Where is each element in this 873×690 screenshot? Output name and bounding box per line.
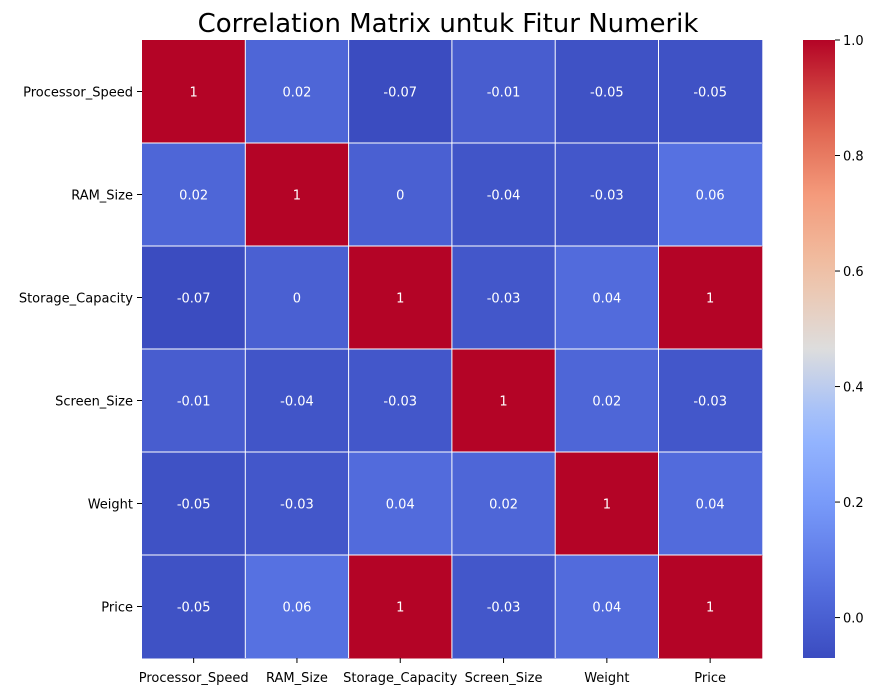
heatmap-cell [348,555,453,659]
cell-value-label: 1 [396,292,404,307]
heatmap-cell [142,40,246,144]
cell-value-label: 0 [293,292,301,307]
row-tick-labels: Processor_Speed RAM_Size Storage_Capacity S… [19,86,142,616]
cell-value-label: 0.02 [489,498,518,513]
heatmap-cell [451,246,556,350]
row-tick-label: Weight [88,498,133,513]
column-tick-label: Price [694,671,726,686]
heatmap-cell [555,555,659,659]
cell-value-label: 0.04 [592,601,621,616]
heatmap-cell [245,555,350,659]
cell-value-label: 0.04 [592,292,621,307]
cell-value-label: 0.02 [282,86,311,101]
cell-value-label: 1 [706,292,714,307]
row-tick-label: RAM_Size [71,189,133,204]
heatmap-cell [245,40,350,144]
heatmap-cell [245,349,350,453]
heatmap-cell [142,349,246,453]
heatmap-cell [142,452,246,556]
colorbar-tick-label: 0.4 [843,381,864,396]
cell-value-label: 1 [293,189,301,204]
heatmap-cell [658,40,763,144]
column-tick-label: Processor_Speed [139,671,249,686]
heatmap-cell [555,349,659,453]
cell-value-label: -0.03 [487,292,521,307]
heatmap-cell [142,143,246,247]
column-tick-label: Screen_Size [465,671,543,686]
heatmap-cell [348,452,453,556]
heatmap-cell [451,349,556,453]
cell-value-label: 0.06 [696,189,725,204]
cell-value-label: -0.03 [693,395,727,410]
colorbar-gradient [803,40,835,658]
heatmap-cell [555,246,659,350]
cell-value-label: -0.03 [383,395,417,410]
cell-value-label: -0.05 [693,86,727,101]
colorbar-tick-label: 0.6 [843,265,864,280]
cell-value-label: -0.04 [487,189,521,204]
cell-value-label: -0.01 [487,86,521,101]
row-tick-label: Processor_Speed [23,86,133,101]
cell-value-label: -0.04 [280,395,314,410]
cell-value-label: 1 [706,601,714,616]
cell-value-label: -0.03 [487,601,521,616]
heatmap-cell [348,143,453,247]
column-tick-label: Weight [584,671,629,686]
cell-value-label: 0.02 [592,395,621,410]
heatmap-cell [658,246,763,350]
cell-value-label: -0.05 [177,498,211,513]
cell-value-label: 1 [499,395,507,410]
row-tick-label: Price [101,601,133,616]
colorbar: 0.0 0.2 0.4 0.6 0.8 1.0 [803,34,864,658]
heatmap-cell [658,452,763,556]
heatmap-cell [555,40,659,144]
cell-value-label: 0.04 [696,498,725,513]
column-tick-label: Storage_Capacity [343,671,457,686]
heatmap-cell [142,246,246,350]
heatmap-cell [348,40,453,144]
cell-value-label: -0.03 [280,498,314,513]
row-tick-label: Storage_Capacity [19,292,133,307]
column-tick-label: RAM_Size [266,671,328,686]
heatmap-cells: 1 0.02 -0.07 -0.01 -0.05 -0.05 0.02 1 0 -0.04 -0.0… [142,40,763,659]
heatmap-cell [451,555,556,659]
cell-value-label: 0.02 [179,189,208,204]
cell-value-label: 1 [190,86,198,101]
heatmap-cell [658,555,763,659]
heatmap-cell [555,452,659,556]
cell-value-label: -0.05 [590,86,624,101]
cell-value-label: -0.07 [383,86,417,101]
cell-value-label: 1 [603,498,611,513]
heatmap-cell [245,246,350,350]
cell-value-label: 0.06 [282,601,311,616]
chart-title: Correlation Matrix untuk Fitur Numerik [198,9,699,39]
row-tick-label: Screen_Size [55,395,133,410]
cell-value-label: 0 [396,189,404,204]
heatmap-cell [142,555,246,659]
cell-value-label: -0.03 [590,189,624,204]
heatmap-cell [245,143,350,247]
heatmap-cell [451,40,556,144]
column-tick-labels: Processor_Speed RAM_Size Storage_Capacity S… [139,658,726,686]
heatmap-cell [451,143,556,247]
heatmap-gridlines [142,40,762,658]
colorbar-tick-label: 0.0 [843,612,864,627]
heatmap-cell [348,246,453,350]
heatmap-cell [451,452,556,556]
heatmap-cell [555,143,659,247]
heatmap-cell [658,143,763,247]
colorbar-tick-label: 0.8 [843,150,864,165]
colorbar-tick-label: 0.2 [843,496,864,511]
heatmap-cell [245,452,350,556]
heatmap-cell [348,349,453,453]
heatmap-cell [658,349,763,453]
cell-value-label: -0.07 [177,292,211,307]
cell-value-label: 0.04 [386,498,415,513]
cell-value-label: -0.01 [177,395,211,410]
cell-value-label: -0.05 [177,601,211,616]
cell-value-label: 1 [396,601,404,616]
colorbar-tick-label: 1.0 [843,34,864,49]
